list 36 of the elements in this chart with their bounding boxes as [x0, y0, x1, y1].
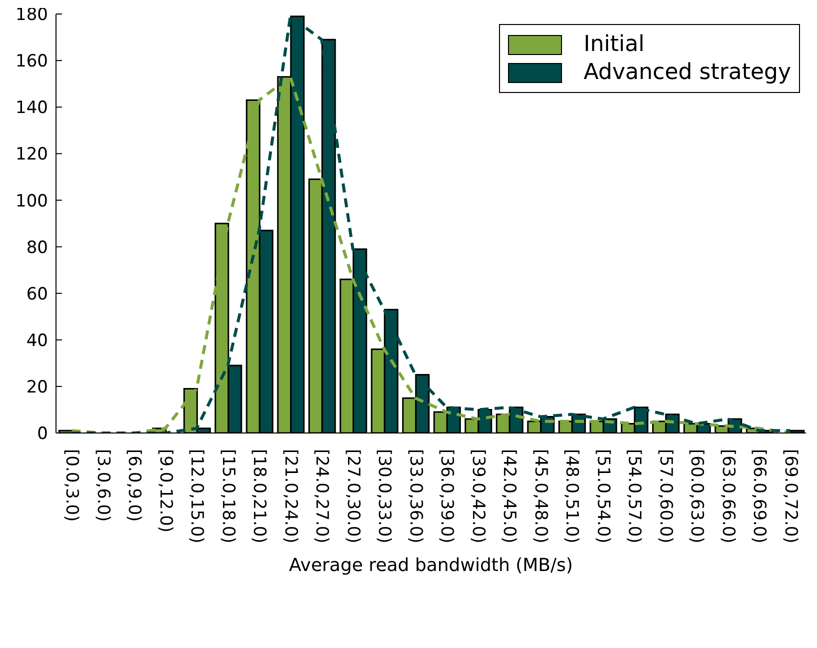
- x-tick-label: [42.0,45.0): [499, 449, 520, 544]
- x-tick-label: [60.0,63.0): [686, 449, 707, 544]
- y-tick-label: 160: [16, 52, 48, 72]
- y-tick-label: 20: [26, 377, 48, 398]
- x-tick-label: [9.0,12.0): [155, 449, 176, 533]
- x-tick-label: [3.0,6.0): [92, 449, 113, 522]
- x-tick-label: [39.0,42.0): [468, 449, 488, 544]
- x-tick-label: [69.0,72.0): [780, 449, 800, 544]
- x-tick-label: [27.0,30.0): [342, 449, 363, 544]
- x-tick-label: [66.0,69.0): [749, 449, 770, 544]
- x-tick-label: [30.0,33.0): [374, 449, 394, 544]
- y-tick-label: 80: [26, 238, 48, 258]
- x-tick-label: [48.0,51.0): [562, 449, 582, 544]
- x-tick-label: [0.0,3.0): [62, 449, 82, 522]
- x-axis-title: Average read bandwidth (MB/s): [289, 555, 573, 576]
- x-tick-label: [21.0,24.0): [280, 449, 300, 544]
- x-tick-label: [15.0,18.0): [218, 449, 238, 544]
- x-tick-label: [18.0,21.0): [249, 449, 270, 544]
- legend-label: Initial: [584, 32, 644, 57]
- y-tick-label: 120: [16, 144, 48, 165]
- x-tick-label: [12.0,15.0): [186, 449, 207, 544]
- y-tick-label: 0: [37, 424, 48, 444]
- x-tick-label: [33.0,36.0): [405, 449, 426, 544]
- y-tick-label: 40: [26, 330, 48, 351]
- legend-label: Advanced strategy: [584, 60, 791, 85]
- y-tick-label: 100: [16, 191, 48, 212]
- x-tick-label: [45.0,48.0): [530, 449, 550, 544]
- x-tick-label: [54.0,57.0): [624, 449, 644, 544]
- y-tick-label: 140: [16, 98, 48, 118]
- x-tick-label: [63.0,66.0): [718, 449, 738, 544]
- y-tick-label: 60: [26, 284, 48, 304]
- x-tick-label: [36.0,39.0): [436, 449, 457, 544]
- x-tick-label: [57.0,60.0): [655, 449, 676, 544]
- x-tick-label: [6.0,9.0): [124, 449, 144, 522]
- x-tick-label: [51.0,54.0): [592, 449, 613, 544]
- x-tick-label: [24.0,27.0): [312, 449, 332, 544]
